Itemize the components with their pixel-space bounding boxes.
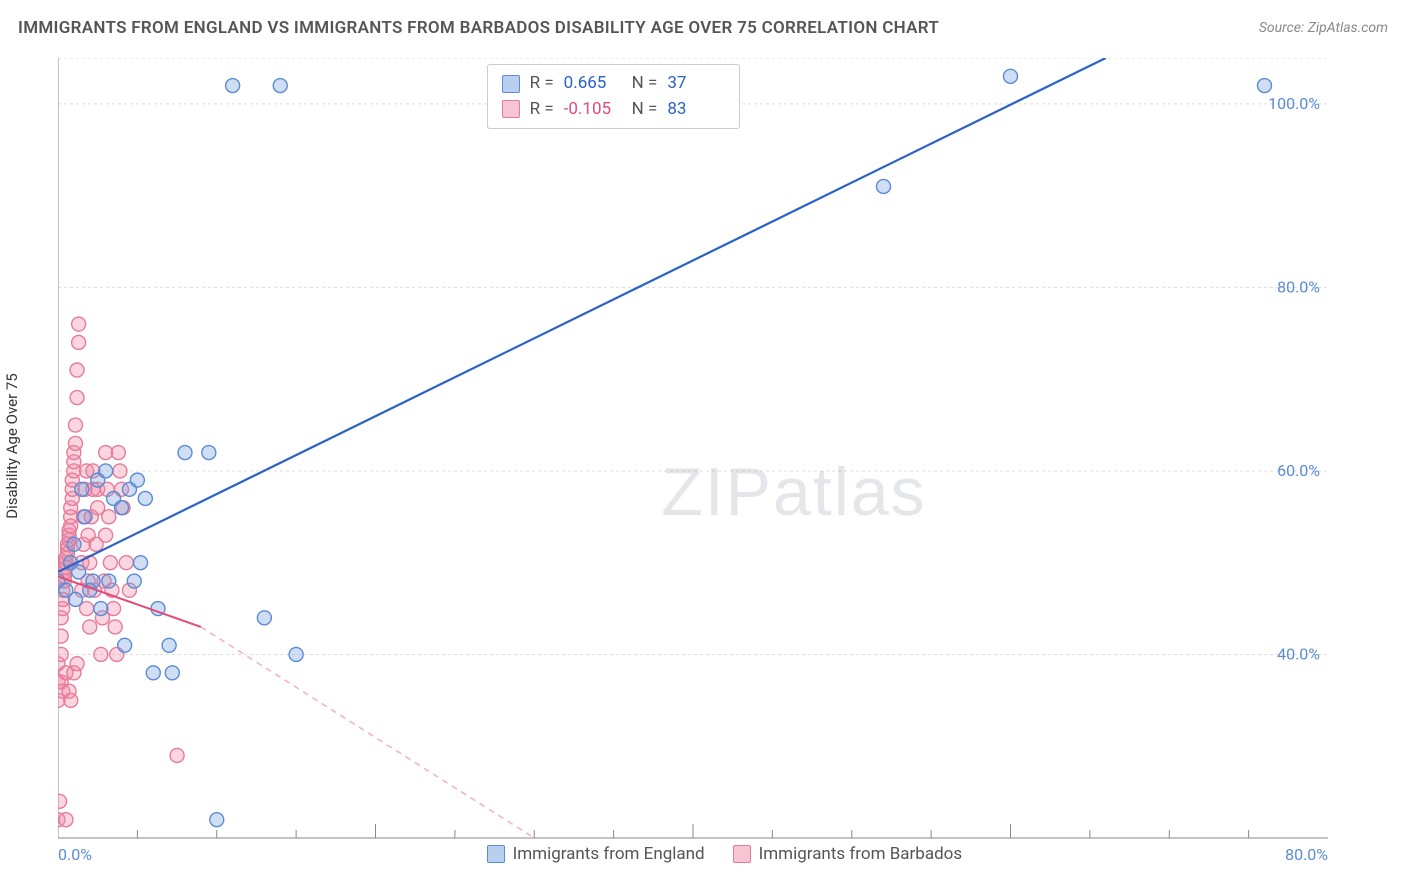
chart-header: IMMIGRANTS FROM ENGLAND VS IMMIGRANTS FR… [18,18,1388,38]
n-value: 37 [667,71,725,97]
svg-text:80.0%: 80.0% [1277,277,1320,296]
watermark: ZIPatlas [661,453,926,531]
correlation-row: R = 0.665 N = 37 [502,71,726,97]
correlation-legend-box: R = 0.665 N = 37 R = -0.105 N = 83 [487,64,741,129]
legend-label: Immigrants from Barbados [759,844,963,864]
series-swatch [502,75,520,93]
legend-item: Immigrants from Barbados [733,844,963,864]
series-legend: Immigrants from England Immigrants from B… [487,844,963,864]
r-value: -0.105 [564,97,622,123]
legend-item: Immigrants from England [487,844,705,864]
svg-text:0.0%: 0.0% [58,845,92,864]
chart-title: IMMIGRANTS FROM ENGLAND VS IMMIGRANTS FR… [18,18,939,38]
n-label: N = [632,71,658,97]
svg-text:60.0%: 60.0% [1277,461,1320,480]
correlation-row: R = -0.105 N = 83 [502,97,726,123]
y-axis-label: Disability Age Over 75 [3,373,21,518]
series-swatch [502,100,520,118]
n-label: N = [632,97,658,123]
n-value: 83 [667,97,725,123]
r-label: R = [530,71,554,97]
legend-label: Immigrants from England [513,844,705,864]
svg-text:40.0%: 40.0% [1277,644,1320,663]
svg-text:100.0%: 100.0% [1268,94,1320,113]
legend-swatch [733,845,751,863]
legend-swatch [487,845,505,863]
r-value: 0.665 [564,71,622,97]
r-label: R = [530,97,554,123]
chart-plot-area: 40.0%60.0%80.0%100.0%0.0%80.0% ZIPatlas … [58,58,1328,838]
source-attribution: Source: ZipAtlas.com [1259,20,1388,36]
svg-text:80.0%: 80.0% [1285,845,1328,864]
